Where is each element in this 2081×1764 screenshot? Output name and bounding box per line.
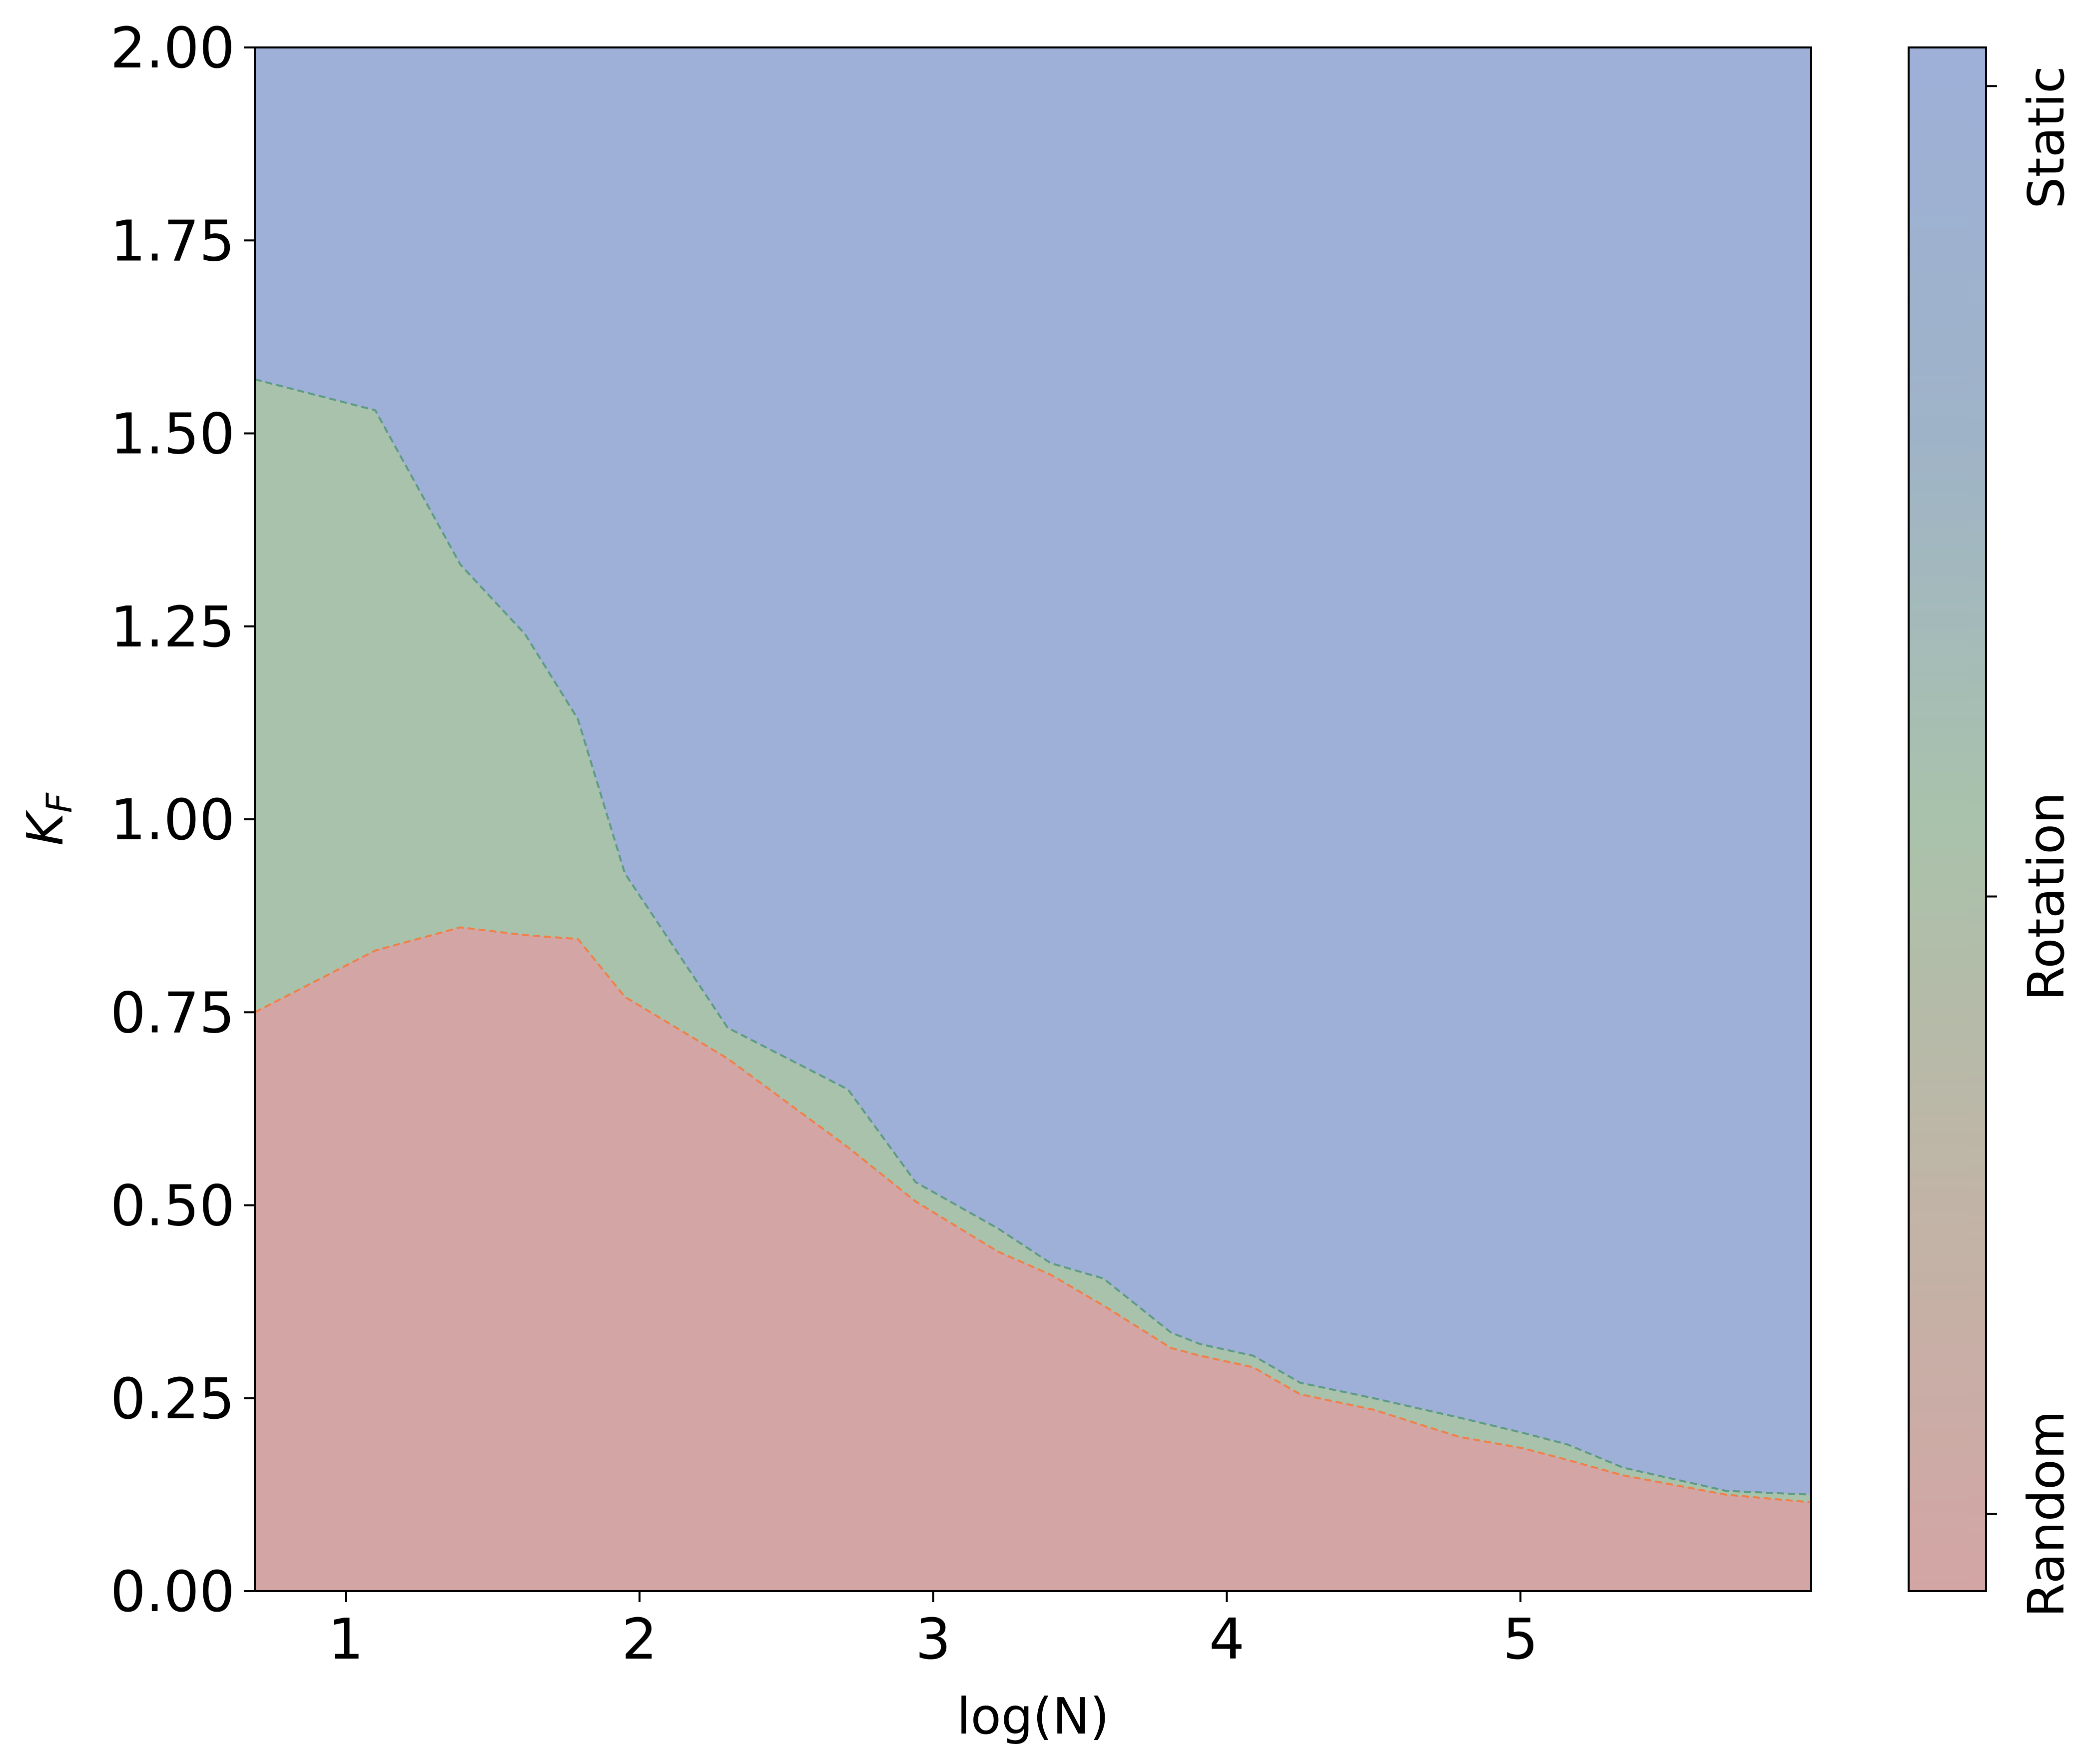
y-tick-label: 0.25 — [110, 1367, 235, 1432]
colorbar-gradient — [1909, 47, 1986, 1591]
colorbar-label-rotation: Rotation — [2017, 792, 2076, 1001]
y-axis: 0.00 0.25 0.50 0.75 1.00 1.25 1.50 1.75 2.00 — [110, 16, 255, 1625]
y-tick-label: 1.00 — [110, 788, 235, 853]
x-tick-label: 5 — [1503, 1607, 1538, 1672]
y-tick-label: 1.25 — [110, 595, 235, 660]
boundary-lines — [254, 378, 1812, 1504]
colorbar-frame — [1908, 46, 1987, 1592]
y-tick-label: 0.50 — [110, 1174, 235, 1239]
phase-regions — [255, 47, 1811, 1591]
y-tick-label: 1.50 — [110, 402, 235, 467]
boundary-line-1 — [254, 926, 1812, 1504]
boundary-line-2 — [254, 378, 1812, 1496]
x-axis-label: log(N) — [957, 1687, 1109, 1746]
colorbar-label-static: Static — [2017, 66, 2076, 209]
y-axis-label-main: K — [16, 809, 74, 846]
colorbar-ticks: Random Rotation Static — [1986, 66, 2076, 1618]
y-tick-label: 1.75 — [110, 209, 235, 274]
y-tick-label: 0.75 — [110, 981, 235, 1046]
colorbar: Random Rotation Static — [1908, 46, 2076, 1618]
y-tick-label: 2.00 — [110, 16, 235, 81]
y-tick-label: 0.00 — [110, 1560, 235, 1625]
x-tick-label: 4 — [1209, 1607, 1245, 1672]
x-axis: 1 2 3 4 5 — [328, 1591, 1538, 1672]
colorbar-label-random: Random — [2017, 1410, 2076, 1617]
x-tick-label: 1 — [328, 1607, 364, 1672]
y-axis-label-subscript: F — [39, 792, 80, 813]
x-tick-label: 2 — [622, 1607, 657, 1672]
x-tick-label: 3 — [915, 1607, 951, 1672]
y-axis-label: KF — [16, 792, 80, 846]
